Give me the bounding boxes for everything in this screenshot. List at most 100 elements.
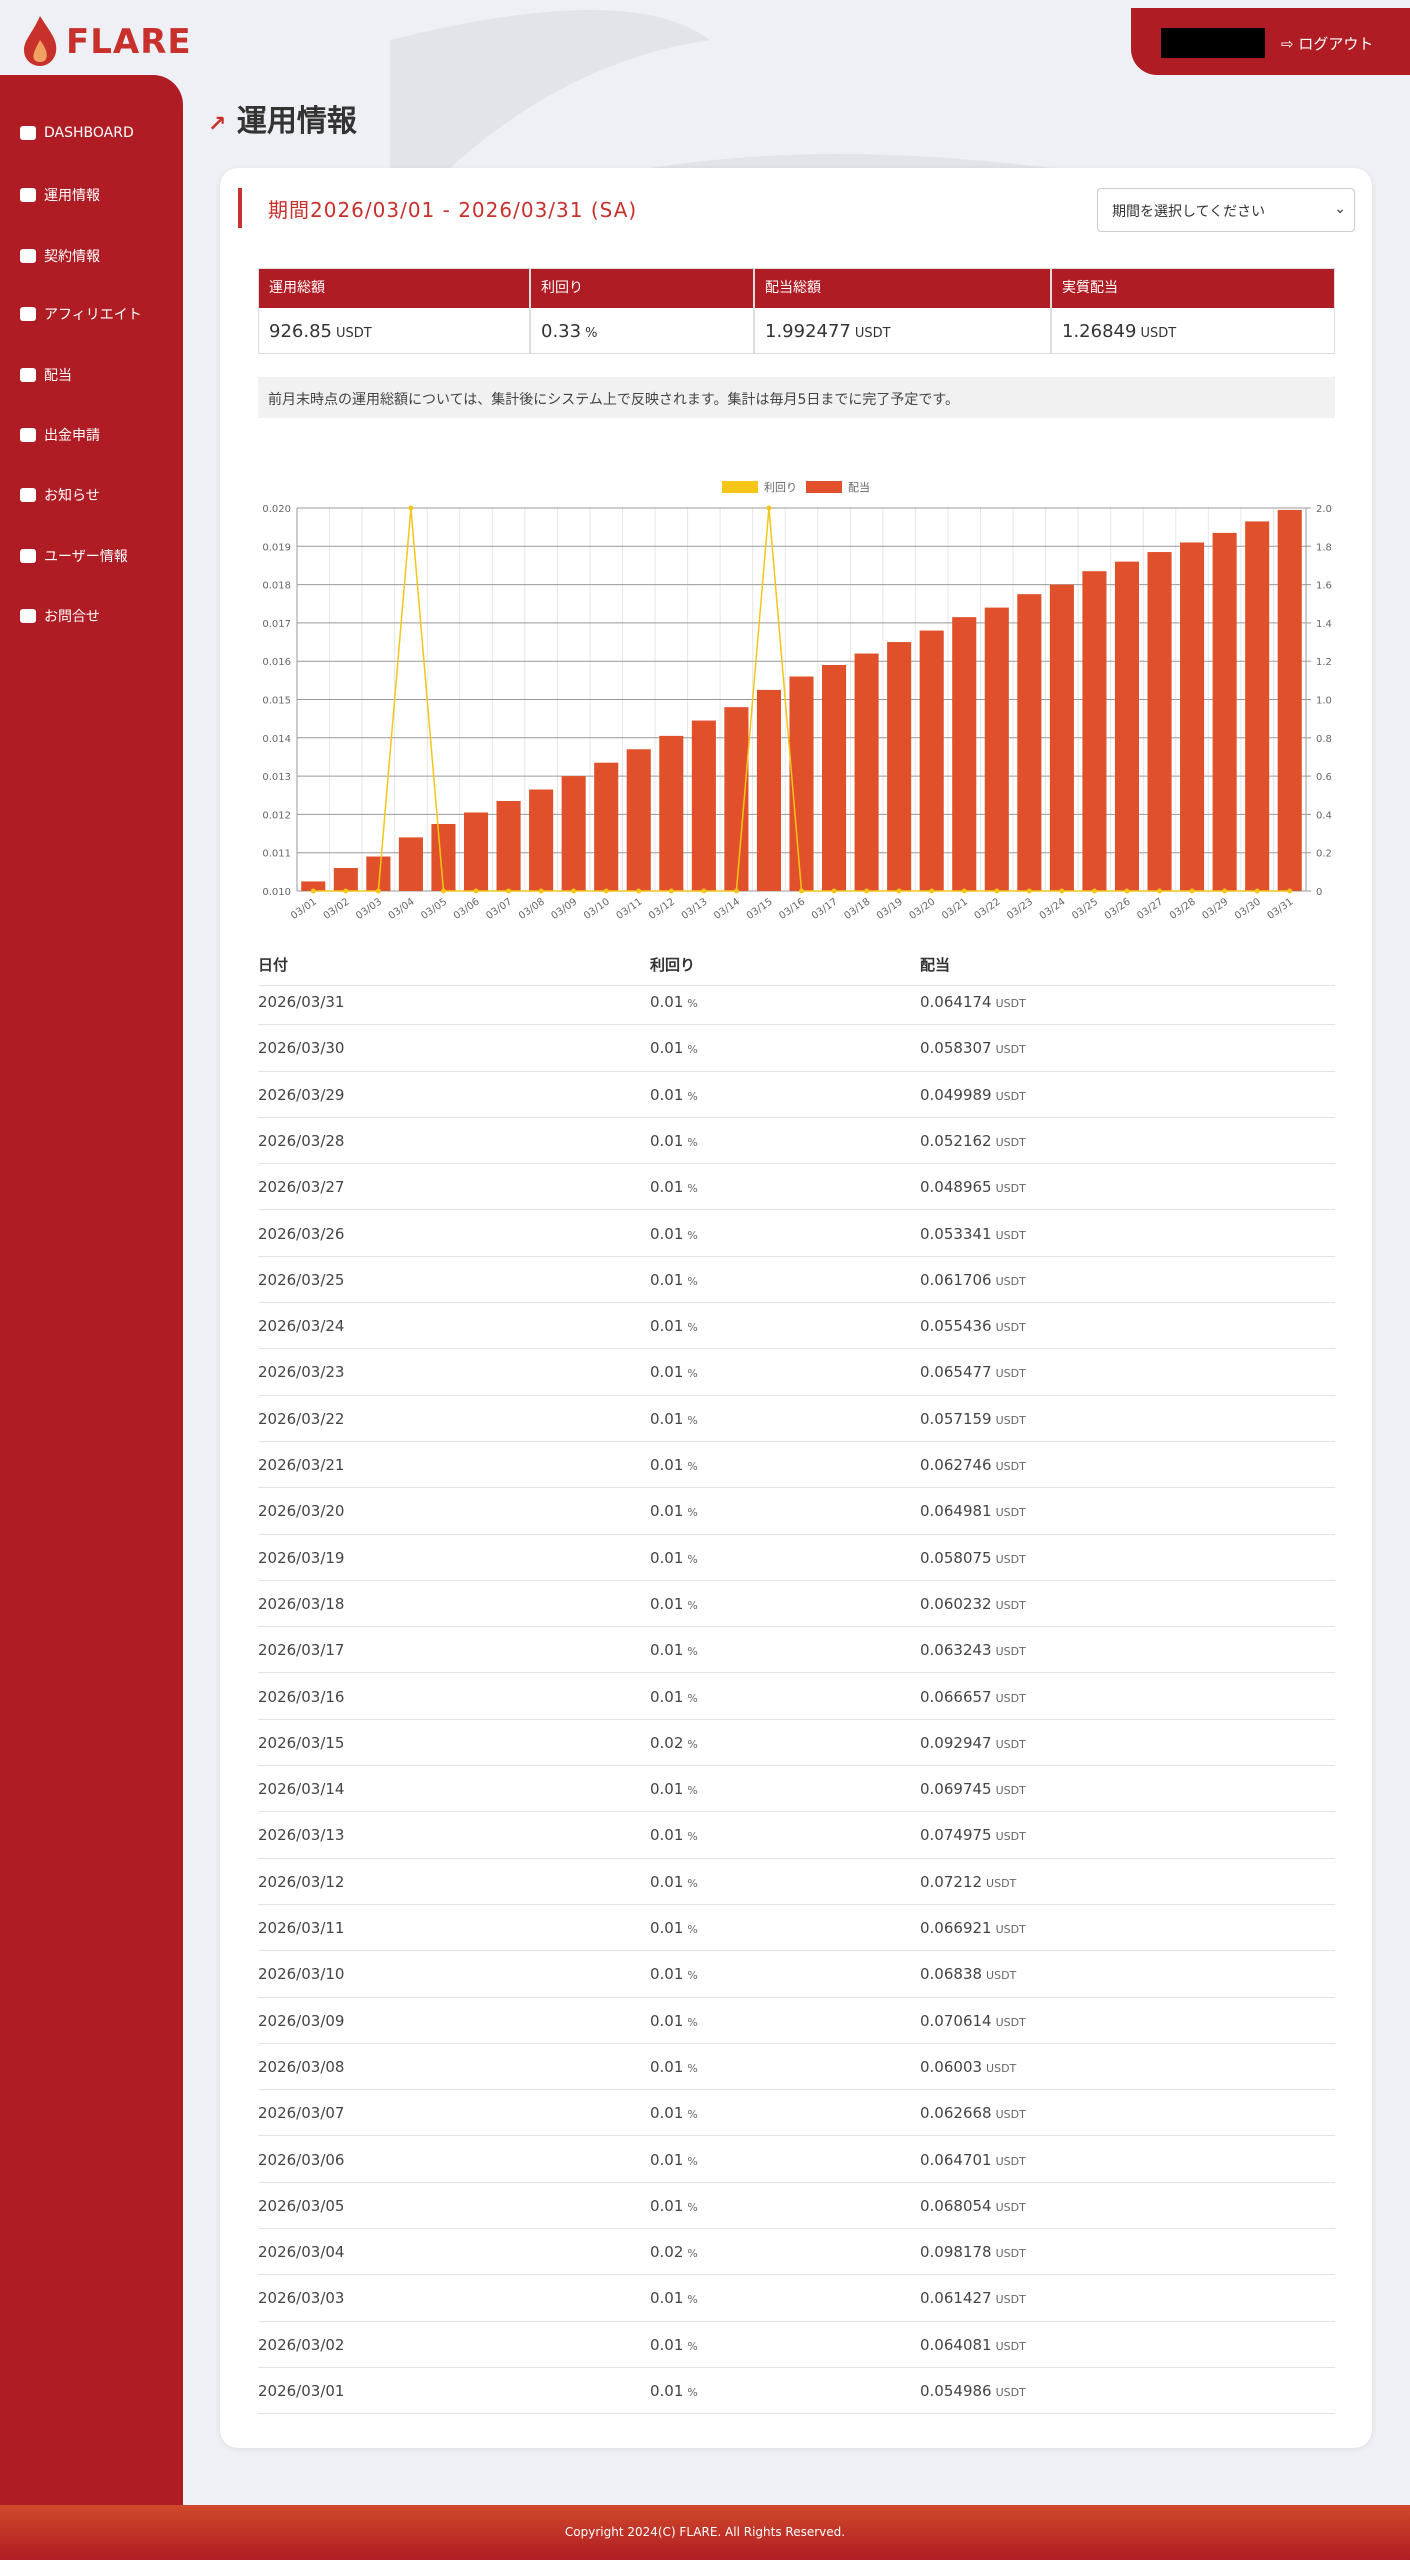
dividend-cell: 0.060232 USDT — [920, 1595, 1026, 1613]
nav-item[interactable]: 配当 — [20, 365, 72, 385]
dividend-value: 0.066921 — [920, 1919, 992, 1937]
logout-button[interactable]: ⇨ ログアウト — [1281, 35, 1374, 53]
summary-cell: 実質配当 1.26849 USDT — [1051, 268, 1335, 354]
legend-swatch — [722, 481, 758, 493]
period-select[interactable]: 期間を選択してください ⌄ — [1097, 188, 1355, 232]
card — [220, 168, 1372, 2448]
yield-unit: % — [687, 1274, 698, 1288]
period: 期間2026/03/01 - 2026/03/31 (SA) — [268, 198, 638, 222]
y-tick-label: 0.010 — [262, 887, 291, 898]
date-cell: 2026/03/21 — [258, 1456, 345, 1474]
nav-item[interactable]: DASHBOARD — [20, 125, 134, 141]
date-cell: 2026/03/06 — [258, 2150, 345, 2169]
nav-item[interactable]: 運用情報 — [20, 185, 100, 205]
line-point — [701, 888, 707, 894]
dividend-unit: USDT — [995, 1552, 1026, 1566]
bar — [1245, 521, 1270, 891]
dividend-unit: USDT — [995, 2386, 1026, 2399]
yield-unit: % — [687, 1135, 698, 1149]
logout-text: ログアウト — [1298, 35, 1374, 53]
line-point — [375, 888, 381, 894]
yield-cell: 0.01% — [650, 1086, 698, 1104]
nav-item[interactable]: 出金申請 — [20, 425, 100, 445]
table-row: 2026/03/03 0.01% 0.061427 USDT — [258, 2275, 1335, 2322]
x-tick-label: 03/02 — [322, 896, 352, 922]
nav-item[interactable]: ユーザー情報 — [20, 546, 128, 566]
bar — [1114, 561, 1140, 891]
summary-cell: 利回り 0.33% — [530, 268, 754, 354]
bar — [789, 676, 814, 891]
dividend-cell: 0.061706 USDT — [920, 1271, 1026, 1289]
yield-unit: % — [687, 1460, 698, 1473]
x-tick-label: 03/24 — [1038, 896, 1068, 922]
yield-value: 0.01 — [650, 1363, 684, 1382]
dividend-value: 0.049989 — [920, 1085, 992, 1104]
yield-value: 0.01 — [650, 1919, 684, 1937]
line-point — [668, 888, 674, 894]
line-point — [440, 888, 446, 894]
dividend-value: 0.064981 — [920, 1502, 992, 1521]
dividend-value: 0.064174 — [920, 993, 992, 1011]
yield-value: 0.01 — [650, 1270, 684, 1289]
y-tick-label: 0.020 — [262, 504, 291, 515]
x-tick-label: 03/23 — [1005, 896, 1035, 922]
nav-label: アフィリエイト — [44, 307, 142, 323]
nav-label: 出金申請 — [44, 428, 100, 444]
nav-item[interactable]: お問合せ — [20, 606, 100, 626]
line-point — [636, 888, 642, 894]
nav-item[interactable]: 契約情報 — [20, 246, 100, 266]
bar — [822, 665, 847, 891]
dividend-value: 0.061427 — [920, 2289, 992, 2308]
table-row: 2026/03/31 0.01% 0.064174 USDT — [258, 979, 1335, 1026]
period-marker — [238, 188, 242, 228]
yield-value: 0.01 — [650, 1641, 684, 1660]
dividend-value: 0.058307 — [920, 1039, 992, 1058]
table-row: 2026/03/09 0.01% 0.070614 USDT — [258, 1998, 1335, 2044]
x-tick-label: 03/17 — [810, 896, 840, 922]
summary-number: 926.85 — [269, 321, 332, 342]
dividend-cell: 0.058075 USDT — [920, 1549, 1026, 1567]
date-cell: 2026/03/04 — [258, 2243, 345, 2262]
nav-item[interactable]: アフィリエイト — [20, 304, 142, 324]
x-tick-label: 03/05 — [419, 896, 449, 922]
dividend-cell: 0.052162 USDT — [920, 1132, 1026, 1150]
x-tick-label: 03/28 — [1168, 896, 1198, 922]
yield-unit: % — [687, 2061, 698, 2075]
column-header: 配当 — [920, 956, 951, 974]
yield-value: 0.02 — [650, 1733, 684, 1752]
yield-cell: 0.01% — [650, 2058, 698, 2076]
yield-cell: 0.01% — [650, 2104, 698, 2122]
yield-cell: 0.02% — [650, 1734, 698, 1752]
dividend-cell: 0.054986 USDT — [920, 2382, 1026, 2400]
yield-unit: % — [687, 1737, 698, 1751]
line-point — [1026, 888, 1032, 894]
dividend-cell: 0.066657 USDT — [920, 1688, 1026, 1706]
dividend-unit: USDT — [995, 1645, 1026, 1659]
user-name-mask — [1161, 28, 1265, 58]
yield-value: 0.01 — [650, 1872, 684, 1891]
summary-number: 0.33 — [541, 321, 582, 342]
y2-tick-label: 1.0 — [1316, 696, 1332, 707]
dividend-unit: USDT — [995, 2108, 1026, 2122]
yield-unit: % — [687, 2247, 698, 2261]
y2-tick-label: 0 — [1316, 887, 1322, 898]
bar — [529, 789, 554, 891]
nav-item[interactable]: お知らせ — [20, 485, 100, 505]
dividend-unit: USDT — [995, 1923, 1026, 1936]
nav-label: 契約情報 — [44, 249, 100, 265]
yield-value: 0.01 — [650, 1826, 684, 1845]
dividend-value: 0.057159 — [920, 1409, 992, 1428]
yield-value: 0.02 — [650, 2243, 684, 2262]
line-point — [733, 888, 739, 894]
bar — [691, 720, 716, 891]
x-tick-label: 03/21 — [940, 896, 970, 922]
dividend-value: 0.092947 — [920, 1733, 992, 1752]
x-tick-label: 03/12 — [647, 896, 677, 922]
summary-unit: USDT — [1140, 326, 1177, 341]
date-cell: 2026/03/23 — [258, 1363, 345, 1382]
dividend-cell: 0.070614 USDT — [920, 2012, 1026, 2030]
summary-cell: 運用総額 926.85 USDT — [258, 268, 530, 354]
x-tick-label: 03/18 — [842, 896, 872, 922]
dividend-unit: USDT — [995, 2293, 1026, 2307]
summary-cell: 配当総額 1.992477 USDT — [754, 268, 1051, 354]
